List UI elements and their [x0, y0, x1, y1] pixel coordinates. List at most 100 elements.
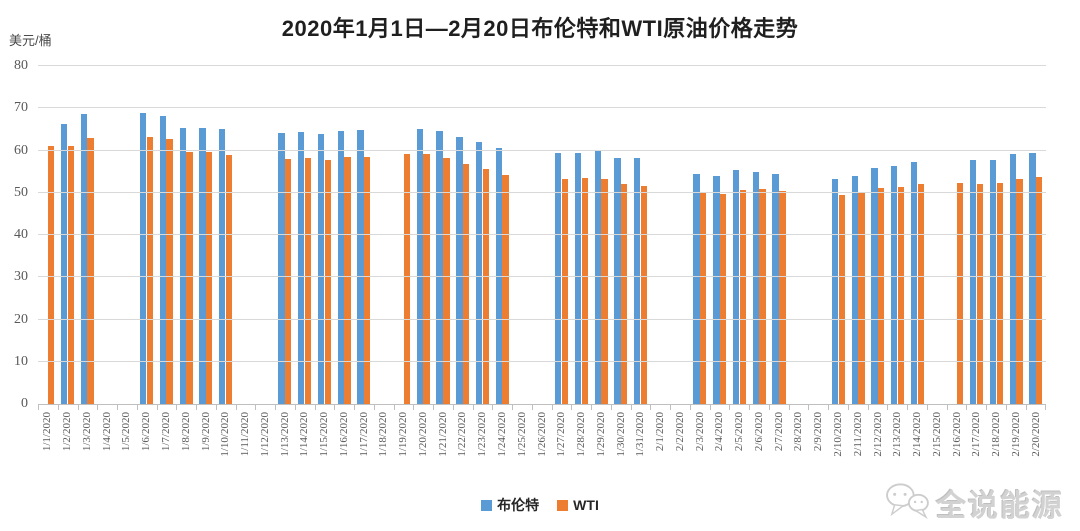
bar-wti: [186, 152, 193, 404]
bar-wti: [403, 153, 410, 404]
y-axis-label-70: 70: [14, 100, 28, 116]
x-axis-label: 2/15/2020: [930, 412, 943, 457]
bar-wti: [166, 139, 173, 404]
bar-brent: [831, 178, 839, 404]
y-axis-label-40: 40: [14, 227, 28, 242]
category-cell: [848, 66, 868, 404]
x-tick: [907, 405, 927, 410]
x-tick: [117, 405, 137, 410]
x-tick: [334, 405, 354, 410]
x-label-cell: 1/9/2020: [196, 412, 216, 494]
bar-brent: [891, 165, 898, 404]
gridline-10: [38, 360, 1046, 362]
legend-item-wti: WTI: [557, 497, 599, 513]
x-axis-label: 1/16/2020: [337, 412, 350, 457]
x-label-cell: 2/20/2020: [1026, 412, 1046, 494]
bar-brent: [574, 152, 582, 404]
x-axis-label: 2/7/2020: [772, 412, 785, 452]
x-axis-label: 2/16/2020: [950, 412, 963, 457]
y-axis-unit-label: 美元/桶: [9, 33, 52, 48]
bar-wti: [225, 154, 233, 404]
x-tick: [709, 405, 730, 410]
gridline-80: [38, 65, 1046, 66]
category-cell: [176, 66, 196, 404]
x-axis-label: 1/17/2020: [357, 412, 370, 457]
category-cell: [196, 66, 216, 404]
category-cell: [710, 66, 730, 404]
x-tick: [808, 405, 828, 410]
bar-wti: [67, 145, 74, 404]
x-label-cell: 1/31/2020: [631, 412, 651, 494]
x-label-cell: 1/24/2020: [493, 412, 513, 494]
x-axis-label: 1/15/2020: [318, 412, 331, 457]
x-label-cell: 1/21/2020: [433, 412, 453, 494]
gridline-60: [38, 149, 1046, 151]
y-axis-label-20: 20: [14, 311, 28, 327]
x-axis-label: 1/30/2020: [614, 412, 627, 457]
bar-wti: [779, 191, 786, 404]
bar-wti: [601, 178, 608, 404]
bar-wti: [462, 164, 470, 404]
x-tick: [966, 405, 986, 410]
bar-wti: [976, 183, 984, 404]
category-cell: [97, 66, 117, 404]
category-cell: [829, 66, 849, 404]
x-axis-label: 1/28/2020: [575, 412, 588, 457]
x-tick: [156, 405, 177, 410]
category-cell: [908, 66, 928, 404]
x-axis-label: 2/1/2020: [654, 412, 667, 452]
x-label-cell: 1/6/2020: [137, 412, 157, 494]
category-cell: [730, 66, 750, 404]
x-tick: [946, 405, 967, 410]
bar-brent: [159, 115, 167, 404]
category-cell: [216, 66, 236, 404]
x-axis-label: 1/25/2020: [515, 412, 528, 457]
category-cell: [769, 66, 789, 404]
x-tick: [472, 405, 493, 410]
x-tick: [38, 405, 58, 410]
bar-brent: [80, 114, 87, 404]
gridline-40: [38, 234, 1046, 235]
x-tick: [294, 405, 315, 410]
category-cell: [315, 66, 335, 404]
legend: 布伦特 WTI: [0, 495, 1080, 515]
x-label-cell: 2/5/2020: [730, 412, 750, 494]
x-tick: [255, 405, 275, 410]
bars-row: [38, 66, 1046, 404]
category-cell: [690, 66, 710, 404]
x-label-cell: 2/7/2020: [769, 412, 789, 494]
x-axis-label: 2/9/2020: [812, 412, 825, 452]
x-axis-label: 2/11/2020: [851, 412, 864, 457]
bar-wti: [621, 183, 628, 404]
x-label-cell: 1/26/2020: [532, 412, 552, 494]
gridline-50: [38, 191, 1046, 193]
x-tick: [235, 405, 256, 410]
bar-brent: [60, 124, 68, 404]
category-cell: [255, 66, 275, 404]
x-label-cell: 1/1/2020: [38, 412, 58, 494]
x-label-cell: 2/4/2020: [710, 412, 730, 494]
plot-area: [38, 65, 1046, 405]
x-axis-label: 1/3/2020: [80, 412, 93, 452]
x-axis-label: 1/18/2020: [377, 412, 390, 457]
x-label-cell: 2/9/2020: [809, 412, 829, 494]
bar-brent: [713, 176, 720, 404]
x-axis-label: 1/4/2020: [100, 412, 113, 452]
bar-wti: [917, 184, 924, 404]
x-label-cell: 2/3/2020: [690, 412, 710, 494]
bar-brent: [357, 130, 364, 404]
x-axis-label: 1/10/2020: [219, 412, 232, 457]
x-axis-label: 1/24/2020: [495, 412, 508, 457]
bar-wti: [897, 186, 905, 404]
x-axis-label: 1/21/2020: [436, 412, 449, 457]
bar-wti: [640, 186, 648, 404]
x-axis-label: 2/17/2020: [970, 412, 983, 457]
x-tick: [176, 405, 196, 410]
bar-wti: [878, 187, 885, 404]
x-tick: [788, 405, 809, 410]
x-axis-label: 1/9/2020: [199, 412, 212, 452]
category-cell: [809, 66, 829, 404]
x-label-cell: 2/15/2020: [927, 412, 947, 494]
x-axis-label: 1/31/2020: [634, 412, 647, 457]
bar-wti: [561, 179, 569, 404]
